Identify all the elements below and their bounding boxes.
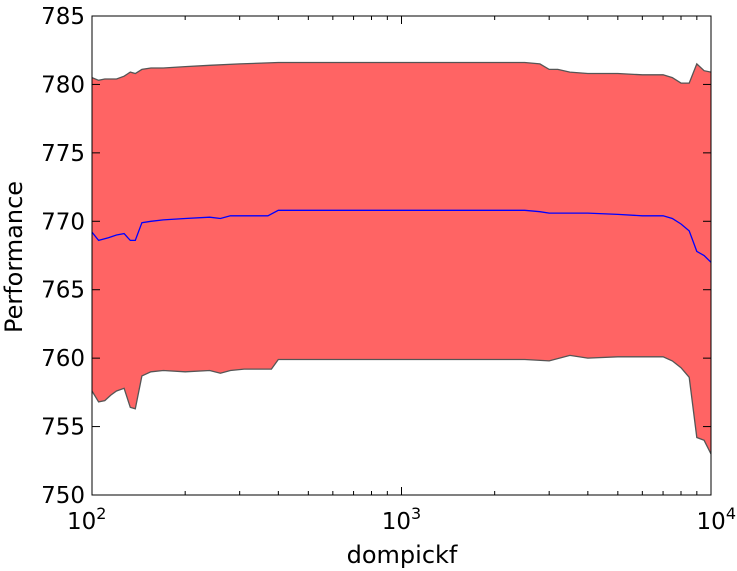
- upper-bound-line: [91, 61, 712, 84]
- x-axis-label: dompickf: [347, 541, 458, 569]
- y-tick-label: 755: [41, 415, 85, 441]
- y-tick-label: 760: [41, 346, 85, 372]
- mean-line: [91, 209, 712, 263]
- y-tick-label: 780: [41, 72, 85, 98]
- y-axis-label: Performance: [0, 181, 28, 333]
- x-tick-label: 102: [67, 504, 106, 535]
- plot-area: [91, 15, 712, 496]
- y-tick-label: 765: [41, 278, 85, 304]
- x-axis-ticks: 102 103 104: [67, 16, 736, 535]
- y-tick-label: 770: [41, 209, 85, 235]
- lower-bound-line: [91, 354, 712, 455]
- confidence-band: [92, 62, 711, 454]
- x-tick-label: 103: [382, 504, 421, 535]
- y-tick-label: 750: [41, 483, 85, 509]
- y-tick-label: 785: [41, 4, 85, 30]
- y-tick-label: 775: [41, 141, 85, 167]
- x-tick-label: 104: [697, 504, 736, 535]
- y-axis-ticks: 750 755 760 765 770 775 780 785: [41, 4, 711, 509]
